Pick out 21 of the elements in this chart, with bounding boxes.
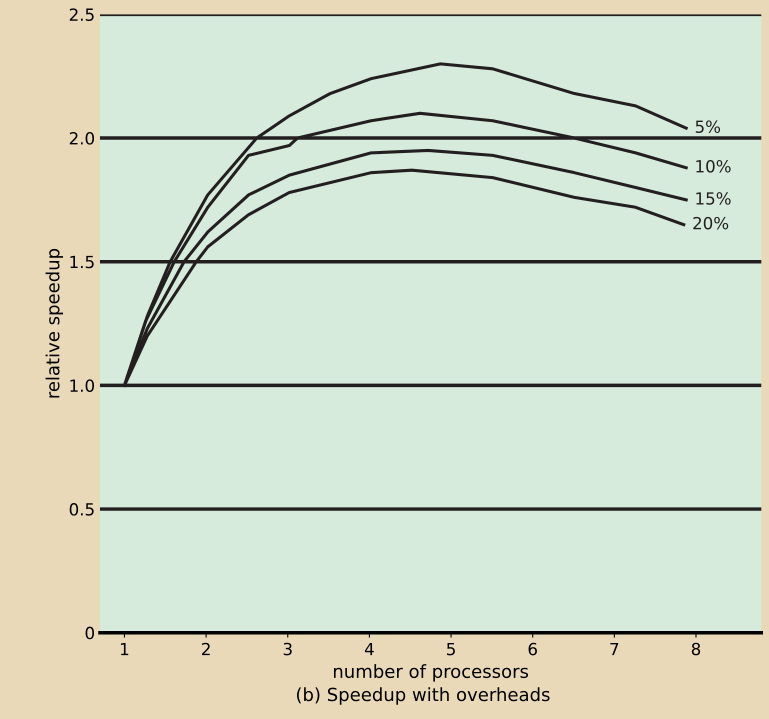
series-label: 20% [693, 216, 728, 230]
y-tick-label: 0 [86, 626, 94, 640]
y-tick-label: 1.5 [70, 256, 94, 268]
x-tick-label: 8 [692, 642, 700, 656]
text: (b) Speedup with overheads [296, 687, 550, 705]
x-tick-label: 7 [610, 642, 618, 656]
x-tick-label: 4 [364, 642, 374, 656]
x-tick-label: 6 [528, 642, 537, 656]
y-axis-title: relative speedup [46, 248, 64, 398]
y-tick-label: 2.5 [70, 8, 94, 21]
x-axis-title: number of processors [334, 664, 528, 682]
series-label: 5% [696, 120, 720, 133]
x-tick-label: 5 [447, 642, 455, 656]
x-tick-label: 3 [284, 642, 292, 656]
y-tick-label: 2.0 [70, 132, 94, 145]
y-tick-label: 1.0 [70, 379, 94, 392]
x-tick-label: 2 [202, 642, 210, 656]
series-label: 10% [696, 160, 731, 173]
series-label: 15% [696, 192, 731, 205]
x-tick-label: 1 [120, 642, 128, 656]
y-tick-label: 0.5 [70, 503, 94, 516]
